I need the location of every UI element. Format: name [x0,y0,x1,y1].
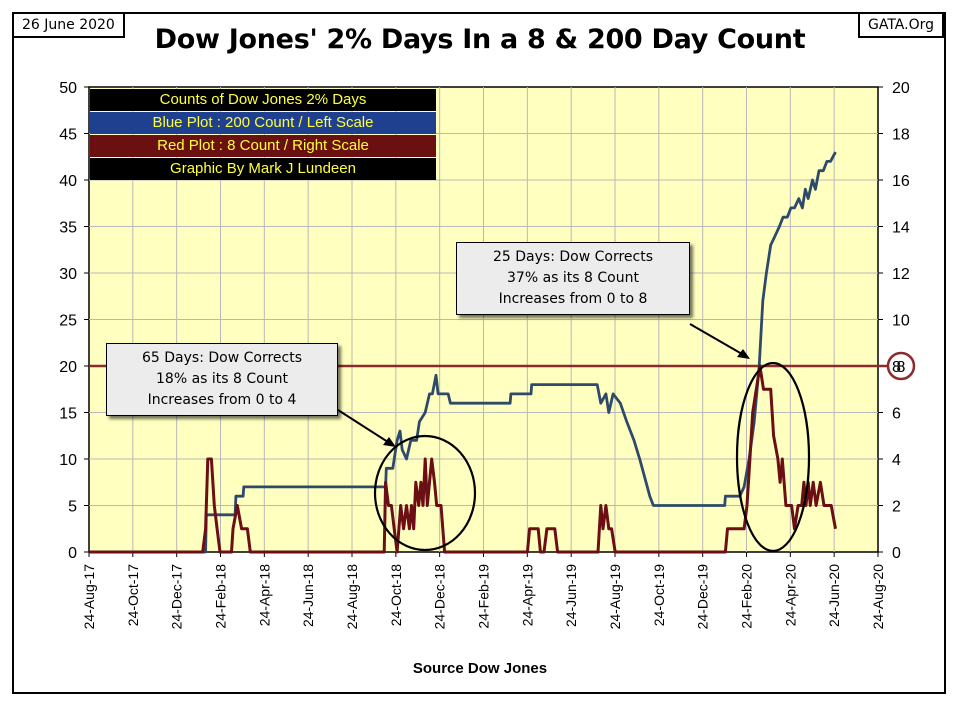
x-tick-label: 24-Aug-20 [870,564,886,630]
x-tick-label: 24-Jun-18 [300,564,316,627]
reference-label: 8 [897,359,906,376]
y-right-tick-label: 18 [892,127,910,144]
annotation-arrowhead-1 [383,437,396,447]
x-tick-label: 24-Feb-20 [739,564,755,629]
y-right-tick-label: 8 [892,359,901,376]
x-tick-label: 24-Dec-17 [169,564,185,630]
y-left-tick-label: 0 [68,545,77,562]
y-left-tick-label: 20 [59,359,77,376]
highlight-ellipses [373,361,811,553]
y-right-tick-label: 6 [892,406,901,423]
x-tick-label: 24-Apr-20 [782,564,798,626]
y-right-tick-label: 4 [892,452,901,469]
x-tick-label: 24-Oct-19 [651,564,667,626]
x-tick-label: 24-Oct-17 [125,564,141,626]
y-left-tick-label: 5 [68,499,77,516]
highlight-ellipse-2020 [735,361,811,553]
y-right-tick-label: 16 [892,173,910,190]
y-left-tick-label: 40 [59,173,77,190]
annotation-2018: 65 Days: Dow Corrects 18% as its 8 Count… [106,343,338,416]
annotation-arrow-2 [689,323,743,355]
annotation-arrow-1 [337,409,389,443]
y-left-tick-label: 30 [59,266,77,283]
x-tick-label: 24-Oct-18 [388,564,404,626]
x-tick-label: 24-Aug-18 [344,564,360,630]
x-tick-label: 24-Apr-19 [519,564,535,626]
y-left-tick-label: 15 [59,406,77,423]
y-left-tick-label: 45 [59,127,77,144]
legend-row-3: Graphic By Mark J Lundeen [90,158,436,180]
y-left-tick-label: 50 [59,80,77,97]
date-label: 26 June 2020 [12,12,125,38]
x-tick-label: 24-Dec-19 [695,564,711,630]
series-8-count-line [89,364,837,554]
annotation-arrowhead-2 [737,349,750,359]
x-tick-label: 24-Aug-17 [81,564,97,630]
x-tick-label: 24-Apr-18 [256,564,272,626]
x-tick-label: 24-Jun-19 [563,564,579,627]
legend-row-0: Counts of Dow Jones 2% Days [90,89,436,111]
x-tick-label: 24-Feb-19 [476,564,492,629]
chart-title: Dow Jones' 2% Days In a 8 & 200 Day Coun… [154,24,806,55]
y-right-tick-label: 12 [892,266,910,283]
y-right-tick-label: 2 [892,499,901,516]
x-tick-label: 24-Aug-19 [607,564,623,630]
y-right-tick-label: 10 [892,313,910,330]
annotation-2020: 25 Days: Dow Corrects 37% as its 8 Count… [456,242,690,315]
annotation-arrows [337,323,750,447]
site-label: GATA.Org [857,12,944,38]
y-left-tick-label: 10 [59,452,77,469]
y-right-tick-label: 20 [892,80,910,97]
y-right-tick-label: 0 [892,545,901,562]
x-tick-label: 24-Jun-20 [826,564,842,627]
legend-row-2: Red Plot : 8 Count / Right Scale [90,135,436,157]
x-axis-title: Source Dow Jones [412,660,548,677]
x-tick-label: 24-Dec-18 [432,564,448,630]
y-left-tick-label: 25 [59,313,77,330]
y-right-tick-label: 14 [892,220,910,237]
series-200-count-line [89,151,837,554]
reference-circle [886,351,916,381]
axis-labels: 0 5 10 15 20 25 30 35 40 45 50 0 2 4 6 8 10 12 14 16 18 20 24-… [59,80,910,629]
highlight-ellipse-2018 [373,434,477,552]
x-tick-label: 24-Feb-18 [213,564,229,629]
series-group [89,151,837,554]
y-left-tick-label: 35 [59,220,77,237]
legend-row-1: Blue Plot : 200 Count / Left Scale [90,112,436,134]
